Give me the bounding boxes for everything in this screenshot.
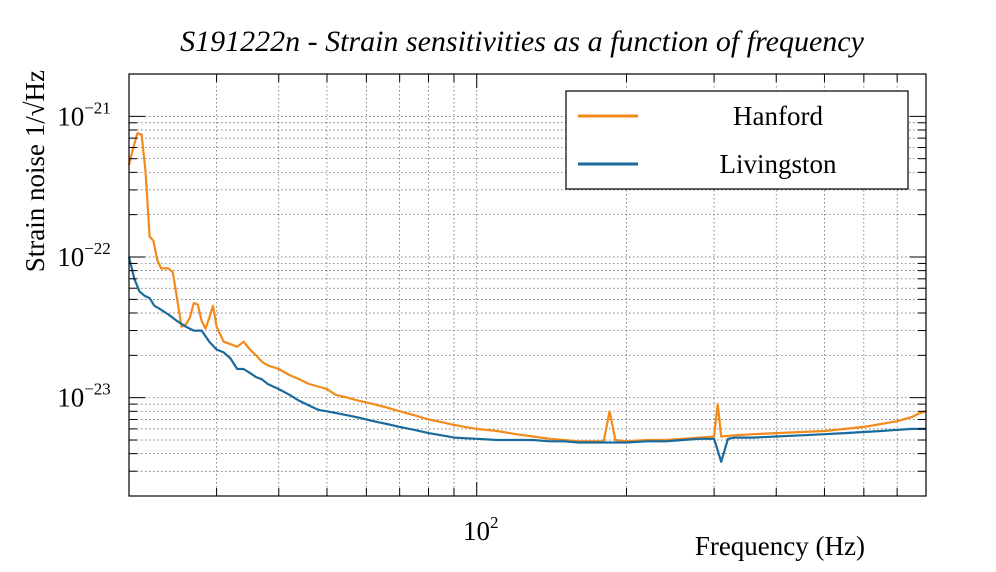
- legend-label-hanford: Hanford: [733, 101, 823, 131]
- y-tick-label: 10−22: [57, 239, 111, 272]
- y-tick-label: 10−21: [57, 98, 111, 131]
- legend: Hanford Livingston: [565, 90, 909, 190]
- series-line-hanford: [127, 132, 927, 443]
- legend-box: [565, 90, 909, 190]
- chart-title: S191222n - Strain sensitivities as a fun…: [180, 25, 864, 58]
- plot-frame: [128, 73, 927, 497]
- x-tick-label: 102: [463, 513, 499, 546]
- y-tick-label: 10−23: [57, 380, 111, 413]
- x-axis-label: Frequency (Hz): [695, 531, 865, 561]
- series-line-livingston: [127, 256, 926, 463]
- y-axis-label: Strain noise 1/√Hz: [20, 70, 50, 272]
- legend-label-livingston: Livingston: [719, 149, 837, 179]
- axes: 102 10−21 10−22 10−23: [57, 73, 927, 546]
- series-lines: [127, 132, 927, 463]
